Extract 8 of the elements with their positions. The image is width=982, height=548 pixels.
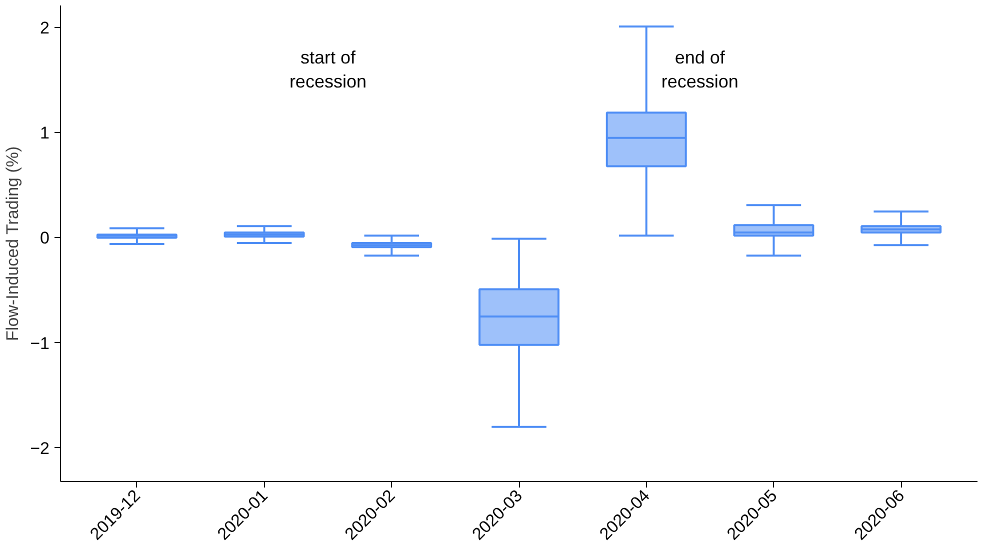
y-tick-label: 0 xyxy=(40,228,50,248)
y-tick-label: −1 xyxy=(30,334,50,353)
y-tick-label: 2 xyxy=(40,18,50,38)
y-tick-label: −2 xyxy=(30,438,50,458)
annotation: start of recession xyxy=(289,48,366,92)
annotation: end of recession xyxy=(661,48,738,92)
y-axis-title: Flow-Induced Trading (%) xyxy=(3,146,22,341)
y-tick-label: 1 xyxy=(40,124,50,143)
